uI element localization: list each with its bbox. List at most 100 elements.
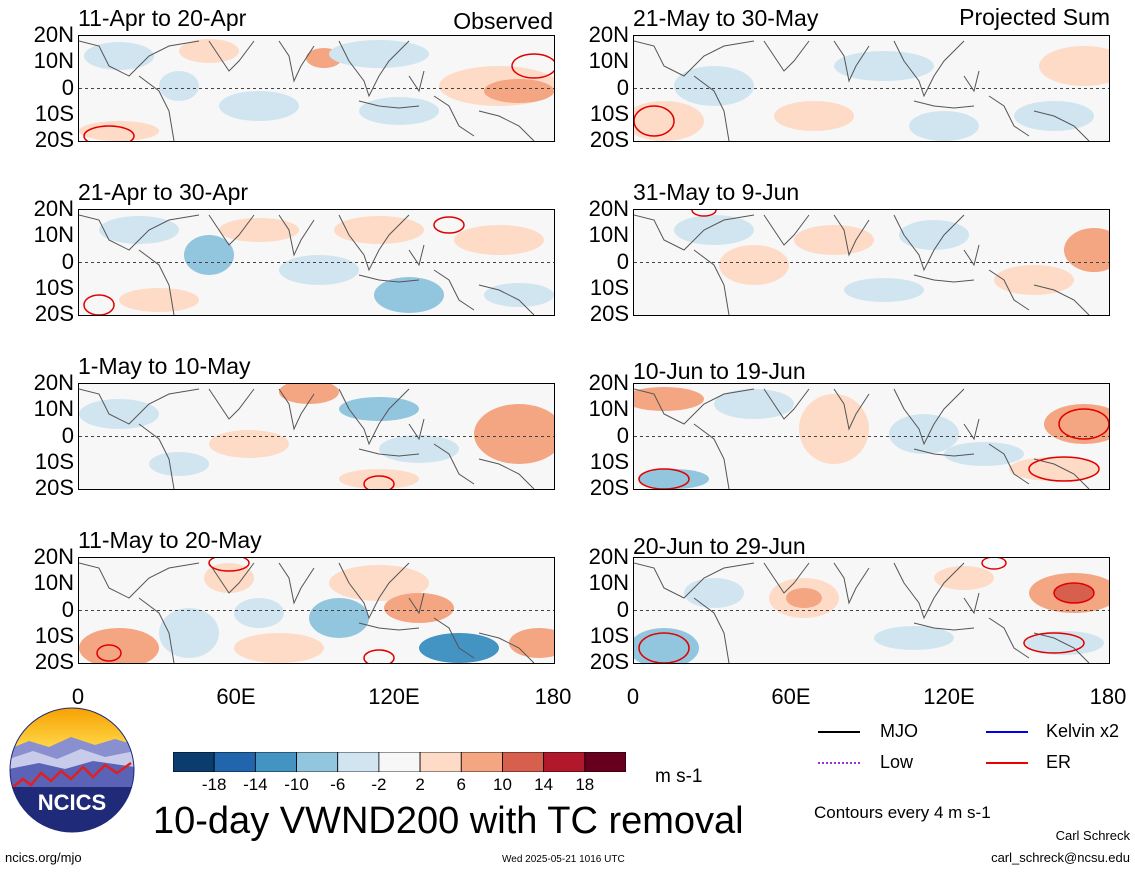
anomaly-patch (674, 66, 754, 106)
y-tick-label: 0 (616, 248, 629, 274)
colorbar-tick-label: -2 (371, 775, 387, 794)
anomaly-patch (634, 101, 704, 141)
map-panel (78, 209, 555, 316)
anomaly-patch (1064, 228, 1109, 272)
map-panel (633, 557, 1110, 664)
x-tick-label: 60E (216, 684, 256, 709)
y-tick-label: 10S (34, 100, 74, 126)
map-panel (78, 383, 555, 490)
anomaly-patch (359, 97, 439, 125)
colorbar-swatch (502, 751, 545, 773)
y-tick-label: 10N (33, 222, 74, 248)
map-field (79, 214, 554, 315)
anomaly-patch (909, 111, 979, 141)
y-tick-label: 10N (33, 396, 74, 422)
er-contour (363, 649, 395, 663)
y-tick-label: 0 (61, 248, 74, 274)
er-contour (1023, 632, 1085, 654)
anomaly-patch (899, 220, 969, 250)
er-contour (208, 558, 250, 572)
map-panel (78, 35, 555, 142)
anomaly-patch (844, 278, 924, 302)
coastline (79, 562, 535, 663)
coastline (634, 214, 1090, 315)
legend-label: Low (880, 752, 914, 772)
anomaly-patch (474, 404, 554, 464)
map-field (79, 39, 554, 141)
footer-email: carl_schreck@ncsu.edu (991, 850, 1130, 865)
anomaly-patch (79, 628, 159, 663)
anomaly-patch (684, 578, 744, 608)
map-field (79, 384, 554, 489)
anomaly-patch (219, 91, 299, 121)
coastline (634, 562, 1090, 663)
colorbar-tick-label: 6 (456, 775, 466, 794)
legend-swatch-er (986, 762, 1028, 764)
y-tick-label: 20N (33, 196, 74, 221)
er-contour (638, 632, 690, 663)
y-tick-label: 0 (616, 596, 629, 622)
y-tick-label: 10N (588, 48, 629, 74)
anomaly-patch (279, 255, 359, 285)
x-tick-label: 0 (626, 684, 640, 709)
colorbar-tick-label: -10 (284, 775, 309, 794)
y-tick-label: 20S (589, 475, 629, 500)
y-tick-label: 10S (589, 448, 629, 474)
colorbar-tick-label: -18 (201, 775, 227, 794)
anomaly-patch (874, 626, 954, 650)
anomaly-patch (79, 399, 159, 429)
er-contour (511, 53, 554, 79)
anomaly-patch (339, 469, 419, 489)
x-tick-label: 0 (71, 684, 85, 709)
colorbar-tick-label: 10 (492, 775, 512, 794)
anomaly-patch (234, 633, 324, 663)
anomaly-patch (634, 387, 704, 411)
y-tick-label: 20N (33, 22, 74, 47)
map-panel (633, 209, 1110, 316)
anomaly-patch (944, 442, 1024, 466)
y-tick-label: 20S (34, 127, 74, 152)
y-tick-label: 20N (33, 370, 74, 395)
anomaly-patch (714, 389, 794, 419)
anomaly-patch (934, 566, 994, 590)
colorbar-tick-label: 2 (415, 775, 425, 794)
y-tick-label: 10N (33, 48, 74, 74)
y-tick-label: 10S (589, 622, 629, 648)
x-tick-label: 60E (771, 684, 811, 709)
panel-title: 1-May to 10-May (78, 353, 251, 379)
anomaly-patch (374, 277, 444, 313)
anomaly-patch (1009, 457, 1099, 481)
footer-author: Carl Schreck (1055, 828, 1130, 843)
anomaly-patch (149, 452, 209, 476)
er-contour (1028, 456, 1100, 482)
anomaly-patch (634, 628, 699, 663)
y-tick-label: 10N (588, 396, 629, 422)
coastline (79, 214, 535, 315)
anomaly-patch (1044, 404, 1109, 444)
y-tick-label: 20S (589, 127, 629, 152)
y-tick-label: 0 (616, 422, 629, 448)
y-tick-label: 20S (589, 301, 629, 326)
er-contour (96, 644, 122, 662)
coastline (79, 40, 535, 141)
panel-title: 11-May to 20-May (78, 527, 262, 553)
anomaly-patch (209, 430, 289, 458)
colorbar-swatch (296, 751, 339, 773)
map-panel (633, 383, 1110, 490)
anomaly-patch (674, 215, 754, 245)
anomaly-patch (1039, 46, 1109, 86)
y-tick-label: 0 (61, 596, 74, 622)
y-tick-label: 20S (34, 649, 74, 674)
er-contour (1053, 582, 1095, 604)
y-tick-label: 0 (616, 74, 629, 100)
legend-label: Kelvin x2 (1046, 721, 1120, 741)
colorbar-swatch (254, 751, 297, 773)
legend-swatch-kelvin (986, 731, 1028, 733)
y-tick-label: 10S (34, 448, 74, 474)
panel-title: 11-Apr to 20-Apr (78, 5, 247, 31)
anomaly-patch (334, 216, 424, 244)
y-tick-label: 10S (589, 274, 629, 300)
anomaly-patch (329, 40, 429, 68)
x-tick-label: 180 (534, 684, 572, 709)
map-field (634, 210, 1109, 315)
